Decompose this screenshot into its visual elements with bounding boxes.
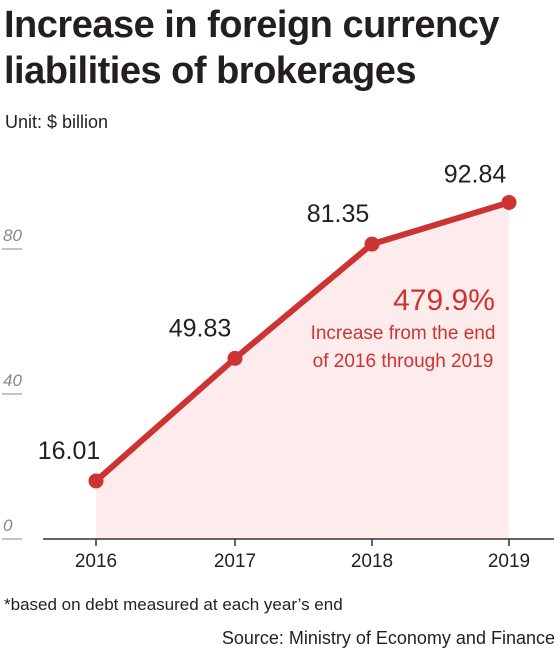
data-label: 81.35: [307, 200, 370, 228]
x-tick-label: 2018: [351, 551, 393, 572]
area-fill: [96, 202, 509, 539]
x-tick-label: 2019: [488, 551, 530, 572]
annotation-line-2: of 2016 through 2019: [313, 351, 494, 372]
data-label: 92.84: [444, 160, 507, 188]
unit-label: Unit: $ billion: [5, 112, 109, 132]
source-note: Source: Ministry of Economy and Finance: [221, 628, 555, 648]
data-label: 49.83: [169, 314, 232, 342]
data-point: [88, 473, 104, 489]
data-point: [501, 194, 517, 210]
footnote: *based on debt measured at each year’s e…: [4, 595, 343, 614]
annotation-line-1: Increase from the end: [311, 323, 496, 344]
x-tick-label: 2016: [75, 551, 117, 572]
y-tick-label: 80: [3, 226, 22, 245]
data-point: [227, 350, 243, 366]
annotation-headline: 479.9%: [393, 284, 495, 317]
y-tick-label: 40: [3, 371, 22, 390]
x-tick-label: 2017: [214, 551, 256, 572]
y-tick-label: 0: [3, 516, 13, 535]
series-line: [93, 199, 512, 484]
data-point: [364, 236, 380, 252]
data-label: 16.01: [38, 437, 101, 465]
chart-title: Increase in foreign currency liabilities…: [4, 4, 499, 92]
line-chart: 0 40 80 2016 2017 2018 2019 16.01 49.83 81.35 92…: [2, 160, 554, 572]
